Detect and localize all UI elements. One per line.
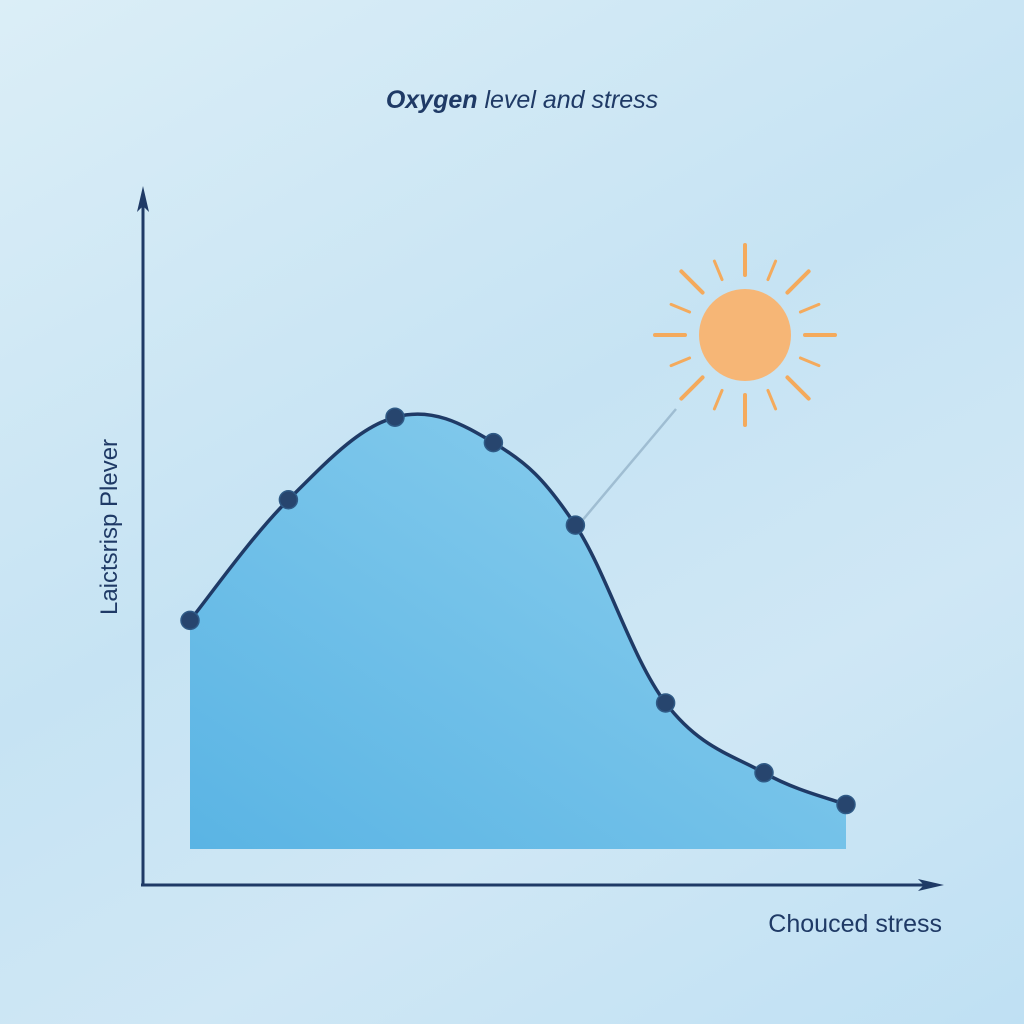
- data-point-0: [180, 610, 200, 631]
- data-point-3: [483, 432, 504, 453]
- sun-ray-14: [785, 269, 811, 295]
- data-point-1: [278, 490, 299, 510]
- callout-line: [582, 408, 677, 520]
- axes: [137, 186, 944, 891]
- area-fill: [190, 414, 846, 849]
- sun-ray-3: [766, 388, 778, 411]
- sun-disk: [699, 289, 791, 381]
- data-point-2: [385, 407, 405, 427]
- x-axis-arrow: [918, 879, 944, 891]
- chart-title-rest: level and stress: [478, 86, 659, 114]
- data-point-7: [836, 794, 856, 815]
- sun-ray-15: [798, 302, 821, 314]
- data-point-4: [565, 515, 586, 535]
- sun-ray-7: [669, 356, 692, 368]
- sun-ray-13: [766, 259, 778, 282]
- chart-title-bold: Oxygen: [386, 86, 478, 114]
- marker-layer: [180, 407, 856, 815]
- chart-title: Oxygen level and stress: [386, 86, 658, 114]
- sun-icon: [653, 243, 837, 427]
- x-axis-label: Chouced stress: [768, 910, 942, 938]
- sun-ray-5: [712, 388, 724, 411]
- sun-ray-6: [679, 375, 705, 401]
- y-axis-arrow: [137, 186, 149, 212]
- callout-layer: [582, 408, 677, 520]
- sun-ray-11: [712, 259, 724, 282]
- sun-ray-2: [785, 375, 811, 401]
- area-layer: [190, 414, 846, 849]
- data-point-6: [754, 763, 774, 783]
- sun-ray-10: [679, 269, 705, 295]
- y-axis-label: Laictsrisp Plever: [96, 439, 123, 615]
- data-point-5: [655, 693, 676, 713]
- sun-ray-1: [798, 356, 821, 368]
- sun-ray-9: [669, 302, 692, 314]
